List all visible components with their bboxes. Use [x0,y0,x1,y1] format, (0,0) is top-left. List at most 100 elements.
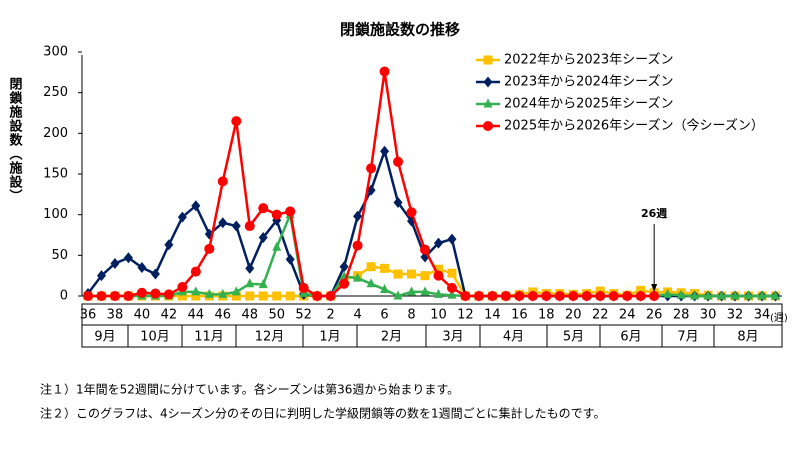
marker [339,261,349,273]
legend-label: 2023年から2024年シーズン [504,74,674,90]
marker [717,290,727,300]
y-axis-label: 閉鎖施設数（施設） [7,77,24,203]
marker [757,290,767,300]
marker [218,217,228,229]
marker [272,241,282,251]
x-tick-label: 48 [241,308,258,323]
marker [703,290,713,300]
series-line [88,210,776,298]
marker [244,221,255,232]
x-tick-label: 44 [188,308,205,323]
y-tick-label: 300 [43,45,68,60]
marker [218,288,228,298]
marker [676,289,686,299]
marker [487,291,498,301]
marker [433,264,443,274]
marker [137,262,147,274]
marker [204,288,214,298]
marker [177,282,188,293]
marker [191,286,201,296]
series-line [88,265,776,298]
marker [325,291,336,301]
marker [500,291,511,301]
marker [352,240,363,251]
x-tick-label: 42 [161,308,178,323]
y-tick-label: 200 [43,126,68,141]
legend-label: 2025年から2026年シーズン（今シーズン） [504,118,764,134]
marker [649,291,660,301]
marker [514,291,525,301]
month-label: 8月 [737,330,758,345]
marker [339,278,350,289]
marker [541,291,552,301]
month-label: 1月 [319,330,340,345]
marker [663,288,673,298]
marker [231,116,242,127]
y-tick-label: 150 [43,167,68,182]
x-axis-label: (週) [770,312,788,324]
note: 注１）1年間を52週間に分けています。各シーズンは第36週から始まります。 [40,382,459,397]
x-tick-label: 46 [215,308,232,323]
marker [380,145,390,157]
chart-title: 閉鎖施設数の推移 [340,21,460,39]
marker [446,282,457,293]
marker [285,206,296,217]
marker [407,286,417,296]
marker [366,278,376,288]
note: 注２）このグラフは、4シーズン分のその日に判明した学級閉鎖等の数を1週間ごとに集… [40,406,605,421]
marker [285,253,295,265]
marker [473,291,484,301]
marker [407,269,417,279]
marker [177,211,187,223]
marker [109,291,120,301]
month-label: 11月 [194,330,224,345]
x-tick-label: 24 [619,308,636,323]
month-label: 7月 [677,330,698,345]
x-tick-label: 38 [107,308,124,323]
marker [285,291,295,301]
x-tick-label: 10 [430,308,447,323]
marker [150,268,160,280]
month-label: 2月 [381,330,402,345]
month-label: 6月 [620,330,641,345]
series [83,66,660,301]
marker [231,286,241,296]
annotation: 26週 [641,206,667,220]
marker [483,98,493,108]
marker [568,291,579,301]
marker [636,285,646,295]
x-tick-label: 22 [592,308,609,323]
marker [380,263,390,273]
series-line [87,146,776,298]
marker [420,286,430,296]
marker [258,203,269,214]
marker [433,288,443,298]
x-tick-label: 2 [326,308,334,323]
marker [770,290,780,300]
marker [245,262,255,274]
month-label: 3月 [442,330,463,345]
legend-label: 2024年から2025年シーズン [504,96,674,112]
marker [483,76,493,88]
x-tick-label: 26 [646,308,663,323]
marker [380,283,390,293]
marker [150,288,161,299]
marker [393,269,403,279]
marker [622,291,633,301]
y-tick-label: 50 [51,248,68,263]
x-tick-label: 28 [673,308,690,323]
marker [298,282,309,293]
marker [190,266,201,277]
marker [433,237,443,249]
marker [353,272,363,282]
x-tick-label: 4 [353,308,361,323]
x-tick-label: 30 [700,308,717,323]
marker [366,163,377,174]
x-tick-label: 32 [727,308,744,323]
marker [608,291,619,301]
marker [433,270,444,281]
series [83,145,780,302]
annotation-arrowhead [651,284,658,292]
marker [353,210,363,222]
